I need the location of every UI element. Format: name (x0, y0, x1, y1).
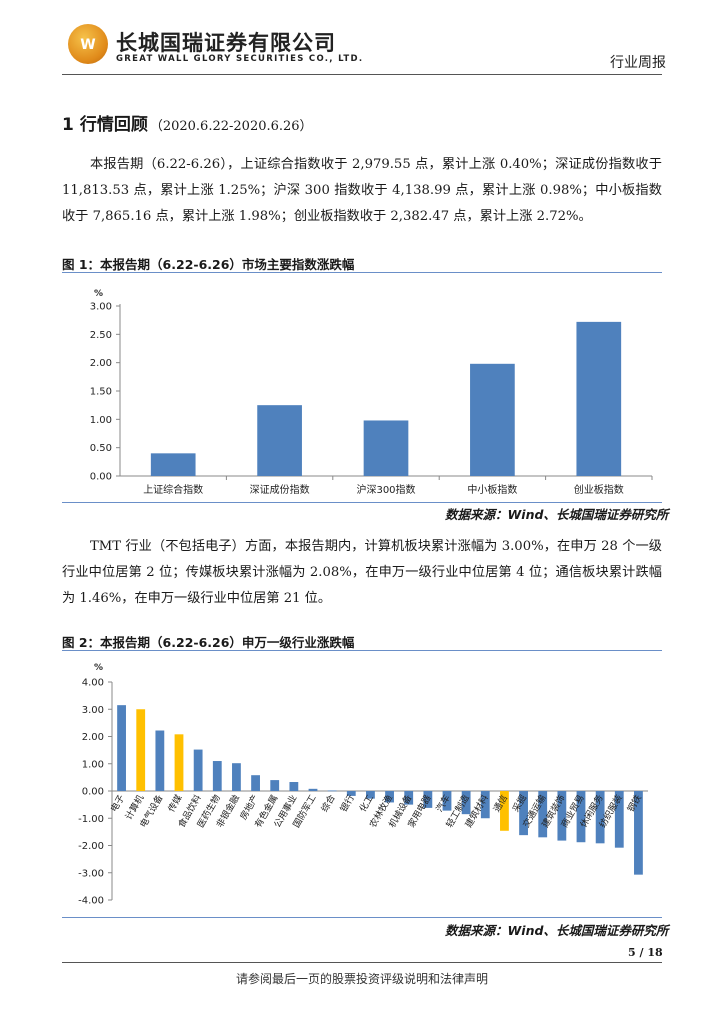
chart2-bar (423, 791, 433, 808)
chart1-y-tick-label: 0.00 (90, 472, 112, 483)
chart2-x-label: 综合 (318, 793, 337, 815)
chart2-bar (519, 791, 528, 836)
chart1-bar (150, 453, 196, 476)
figure2-chart: % 4.00 3.00 2.00 1.00 0.00 -1.00 -2.00 -3.00 -4.0… (78, 663, 648, 907)
chart2-bar (557, 791, 567, 841)
company-name-cn: 长城国瑞证券有限公司 (116, 31, 336, 55)
chart1-y-unit: % (94, 289, 103, 299)
chart2-y-tick-label: 4.00 (82, 678, 104, 689)
chart2-x-label: 传媒 (165, 793, 184, 815)
section-title: 行情回顾 (79, 115, 148, 135)
chart2-bar (251, 775, 260, 791)
figure2-top-rule (62, 650, 662, 651)
chart2-bar (366, 791, 375, 799)
chart2-bar (289, 782, 299, 791)
chart1-y-tick-label: 3.00 (90, 302, 112, 313)
section-number: 1 (62, 115, 74, 135)
chart2-bar (327, 790, 337, 792)
chart1-y-tick-label: 0.50 (90, 443, 112, 454)
figure1-title: 图 1：本报告期（6.22-6.26）市场主要指数涨跌幅 (62, 257, 355, 272)
figure1-bottom-rule (62, 502, 662, 503)
chart2-y-tick-label: 3.00 (82, 705, 104, 716)
section-heading: 1 行情回顾 （2020.6.22-2020.6.26） (62, 110, 313, 135)
chart2-bar (155, 730, 165, 791)
chart1-x-label: 中小板指数 (467, 483, 517, 496)
chart2-bar (461, 791, 471, 815)
company-logo (68, 24, 108, 64)
chart2-bar (136, 709, 146, 791)
chart1-y-tick-label: 2.50 (90, 330, 112, 341)
chart2-y-tick-label: -2.00 (78, 841, 104, 852)
chart2-bar (500, 791, 509, 831)
header-divider (62, 74, 662, 75)
chart1-y-tick-label: 1.00 (90, 415, 112, 426)
chart2-bar (270, 780, 280, 791)
chart2-y-tick-label: 1.00 (82, 759, 104, 770)
chart1-bar (576, 321, 622, 476)
chart1-x-label: 沪深300指数 (356, 483, 415, 496)
chart2-bar (193, 749, 203, 791)
footer-divider (62, 962, 662, 963)
chart1-x-label: 创业板指数 (574, 483, 624, 496)
chart2-y-unit: % (94, 663, 103, 673)
figure1-chart: % 0.00 0.50 1.00 1.50 2.00 2.50 3.00 上证综合指数 深证成份指… (90, 289, 653, 496)
chart2-bar (442, 791, 452, 811)
chart2-bar (308, 788, 318, 791)
chart2-bar (480, 791, 490, 819)
logo-mark-icon: W (80, 37, 96, 53)
chart1-x-label: 上证综合指数 (143, 483, 203, 496)
chart2-bar (346, 791, 356, 796)
chart1-y-tick-label: 1.50 (90, 387, 112, 398)
chart1-x-label: 深证成份指数 (250, 483, 310, 496)
figure2-bottom-rule (62, 917, 662, 918)
chart2-y-tick-label: 2.00 (82, 732, 104, 743)
report-type: 行业周报 (610, 55, 666, 71)
chart2-bar (576, 791, 586, 843)
chart2-bar (634, 791, 643, 875)
chart2-bar (385, 791, 394, 803)
chart2-x-label: 电子 (108, 793, 127, 815)
section-period: （2020.6.22-2020.6.26） (149, 119, 313, 134)
chart1-bar (470, 363, 515, 476)
chart2-bar (117, 705, 126, 791)
figure1-source: 数据来源：Wind、长城国瑞证券研究所 (445, 507, 669, 522)
chart1-bar (363, 420, 409, 476)
chart2-bar (614, 791, 624, 848)
chart2-bar (595, 791, 605, 844)
chart2-bar (404, 791, 414, 805)
chart2-bar (538, 791, 548, 838)
page-number: 5 / 18 (628, 946, 663, 959)
footer-disclaimer: 请参阅最后一页的股票投资评级说明和法律声明 (235, 972, 488, 986)
chart1-bar (257, 405, 302, 476)
chart1-y-tick-label: 2.00 (90, 358, 112, 369)
chart2-y-tick-label: -3.00 (78, 868, 104, 879)
chart2-y-tick-label: 0.00 (82, 787, 104, 798)
company-name-en: GREAT WALL GLORY SECURITIES CO., LTD. (116, 54, 364, 64)
chart2-y-tick-label: -4.00 (78, 896, 104, 907)
chart2-y-tick-label: -1.00 (78, 814, 104, 825)
paragraph-tmt: TMT 行业（不包括电子）方面，本报告期内，计算机板块累计涨幅为 3.00%，在… (62, 539, 662, 606)
figure2-source: 数据来源：Wind、长城国瑞证券研究所 (445, 923, 669, 938)
chart2-bar (232, 763, 241, 791)
chart2-bar (212, 761, 222, 791)
figure2-title: 图 2：本报告期（6.22-6.26）申万一级行业涨跌幅 (62, 635, 355, 650)
figure1-top-rule (62, 272, 662, 273)
chart2-bar (174, 734, 184, 791)
paragraph-market-review: 本报告期（6.22-6.26），上证综合指数收于 2,979.55 点，累计上涨… (62, 157, 662, 224)
